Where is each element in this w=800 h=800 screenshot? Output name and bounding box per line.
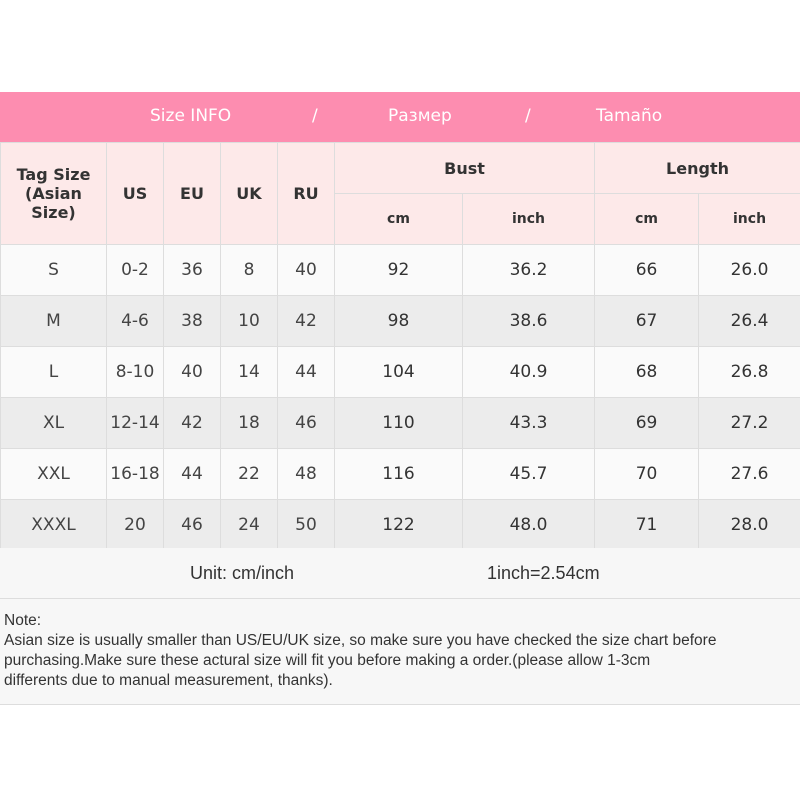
note-line: differents due to manual measurement, th… bbox=[4, 672, 333, 689]
header-ru: RU bbox=[277, 142, 335, 245]
cell-eu: 40 bbox=[163, 346, 221, 398]
cell-eu: 38 bbox=[163, 295, 221, 347]
header-uk: UK bbox=[220, 142, 278, 245]
note-title: Note: bbox=[4, 612, 42, 629]
cell-ru: 50 bbox=[277, 499, 335, 551]
cell-eu: 46 bbox=[163, 499, 221, 551]
note-line: Asian size is usually smaller than US/EU… bbox=[4, 632, 717, 649]
cell-tag-size: XXL bbox=[0, 448, 107, 500]
cell-bust-inch: 38.6 bbox=[461, 295, 596, 347]
cell-bust-cm: 92 bbox=[334, 244, 463, 296]
cell-bust-inch: 36.2 bbox=[461, 244, 596, 296]
cell-tag-size: XXXL bbox=[0, 499, 107, 551]
header-length-cm: cm bbox=[594, 193, 700, 245]
separator: / bbox=[312, 106, 318, 126]
table-row: S 0-2 36 8 40 92 36.2 66 26.0 bbox=[0, 244, 800, 296]
cell-bust-inch: 43.3 bbox=[461, 397, 596, 449]
header-bust-inch: inch bbox=[461, 193, 596, 245]
header-eu: EU bbox=[163, 142, 221, 245]
cell-us: 16-18 bbox=[106, 448, 164, 500]
cell-length-cm: 71 bbox=[594, 499, 700, 551]
table-row: L 8-10 40 14 44 104 40.9 68 26.8 bbox=[0, 346, 800, 398]
header-length-inch: inch bbox=[698, 193, 800, 245]
header-bust-cm: cm bbox=[334, 193, 463, 245]
cell-bust-cm: 104 bbox=[334, 346, 463, 398]
header-tag-size-line1: Tag Size bbox=[16, 165, 91, 184]
cell-length-cm: 69 bbox=[594, 397, 700, 449]
cell-length-cm: 68 bbox=[594, 346, 700, 398]
cell-bust-cm: 110 bbox=[334, 397, 463, 449]
cell-ru: 46 bbox=[277, 397, 335, 449]
table-row: M 4-6 38 10 42 98 38.6 67 26.4 bbox=[0, 295, 800, 347]
note-line: purchasing.Make sure these actural size … bbox=[4, 652, 651, 669]
table-row: XXXL 20 46 24 50 122 48.0 71 28.0 bbox=[0, 499, 800, 551]
cell-bust-inch: 45.7 bbox=[461, 448, 596, 500]
cell-bust-cm: 116 bbox=[334, 448, 463, 500]
cell-ru: 44 bbox=[277, 346, 335, 398]
header-tag-size: Tag Size (Asian Size) bbox=[0, 142, 107, 245]
title-es: Tamaño bbox=[596, 106, 663, 126]
cell-us: 8-10 bbox=[106, 346, 164, 398]
unit-label: Unit: cm/inch bbox=[190, 563, 295, 583]
cell-length-cm: 66 bbox=[594, 244, 700, 296]
cell-uk: 14 bbox=[220, 346, 278, 398]
cell-bust-cm: 98 bbox=[334, 295, 463, 347]
cell-length-inch: 27.6 bbox=[698, 448, 800, 500]
cell-length-inch: 26.4 bbox=[698, 295, 800, 347]
size-table: Tag Size (Asian Size) US EU UK RU Bust L… bbox=[0, 142, 800, 551]
title-ru: Размер bbox=[388, 106, 452, 126]
cell-eu: 44 bbox=[163, 448, 221, 500]
cell-uk: 10 bbox=[220, 295, 278, 347]
cell-ru: 42 bbox=[277, 295, 335, 347]
header-bust: Bust bbox=[333, 142, 596, 194]
cell-tag-size: XL bbox=[0, 397, 107, 449]
cell-uk: 22 bbox=[220, 448, 278, 500]
table-row: XL 12-14 42 18 46 110 43.3 69 27.2 bbox=[0, 397, 800, 449]
title-en: Size INFO bbox=[150, 106, 232, 126]
cell-length-inch: 26.0 bbox=[698, 244, 800, 296]
cell-bust-inch: 48.0 bbox=[461, 499, 596, 551]
cell-ru: 40 bbox=[277, 244, 335, 296]
cell-us: 4-6 bbox=[106, 295, 164, 347]
separator: / bbox=[525, 106, 531, 126]
cell-us: 12-14 bbox=[106, 397, 164, 449]
cell-bust-inch: 40.9 bbox=[461, 346, 596, 398]
unit-conversion: 1inch=2.54cm bbox=[487, 563, 600, 583]
note: Note: Asian size is usually smaller than… bbox=[0, 599, 800, 705]
cell-length-cm: 70 bbox=[594, 448, 700, 500]
header-length: Length bbox=[594, 142, 800, 194]
cell-length-inch: 26.8 bbox=[698, 346, 800, 398]
cell-uk: 8 bbox=[220, 244, 278, 296]
cell-uk: 24 bbox=[220, 499, 278, 551]
cell-tag-size: M bbox=[0, 295, 107, 347]
cell-us: 20 bbox=[106, 499, 164, 551]
cell-length-cm: 67 bbox=[594, 295, 700, 347]
cell-eu: 42 bbox=[163, 397, 221, 449]
cell-length-inch: 28.0 bbox=[698, 499, 800, 551]
cell-tag-size: L bbox=[0, 346, 107, 398]
cell-ru: 48 bbox=[277, 448, 335, 500]
table-row: XXL 16-18 44 22 48 116 45.7 70 27.6 bbox=[0, 448, 800, 500]
cell-length-inch: 27.2 bbox=[698, 397, 800, 449]
cell-us: 0-2 bbox=[106, 244, 164, 296]
cell-tag-size: S bbox=[0, 244, 107, 296]
cell-eu: 36 bbox=[163, 244, 221, 296]
header-tag-size-line2: (Asian Size) bbox=[25, 184, 82, 222]
unit-row: Unit: cm/inch 1inch=2.54cm bbox=[0, 548, 800, 599]
header-us: US bbox=[106, 142, 164, 245]
cell-uk: 18 bbox=[220, 397, 278, 449]
title-banner: Size INFO / Размер / Tamaño bbox=[0, 92, 800, 142]
cell-bust-cm: 122 bbox=[334, 499, 463, 551]
